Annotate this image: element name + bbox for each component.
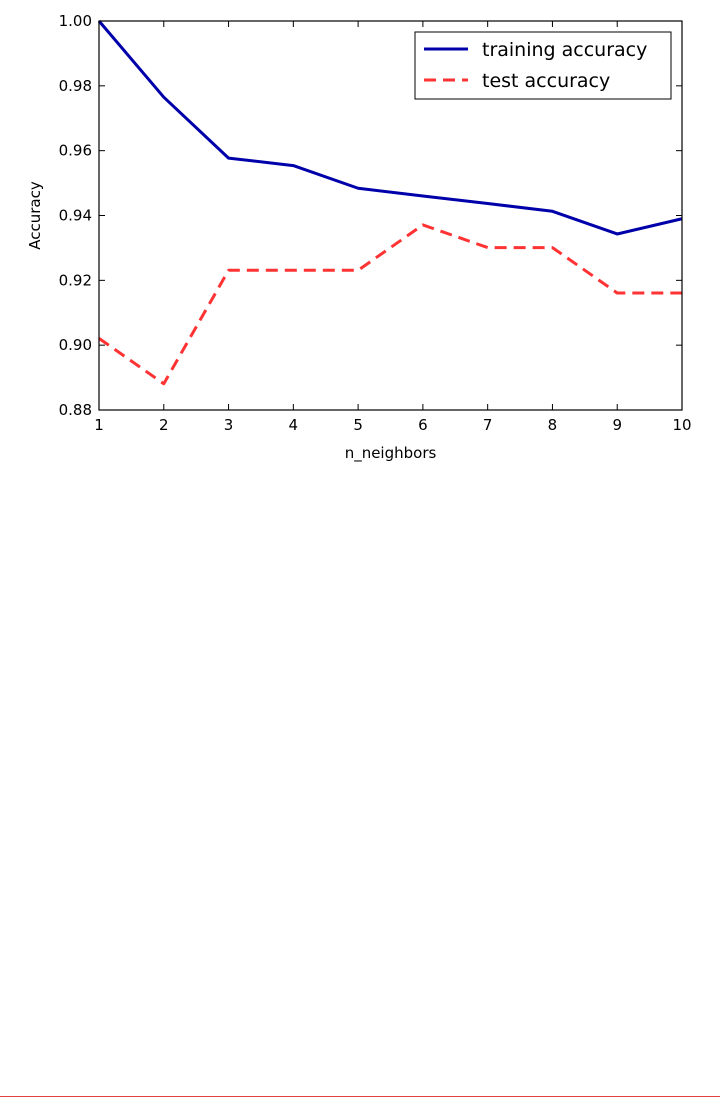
y-axis: 0.88 0.90 0.92 0.94 0.96 0.98 1.00 (59, 12, 682, 419)
x-tick-label: 7 (483, 416, 493, 434)
x-tick-label: 10 (672, 416, 691, 434)
page-bottom-rule (0, 1096, 720, 1097)
legend-label-training: training accuracy (482, 39, 647, 61)
y-tick-label: 0.90 (59, 336, 92, 354)
series-line-test (98, 223, 682, 386)
x-tick-label: 6 (418, 416, 428, 434)
x-tick-label: 8 (548, 416, 558, 434)
legend: training accuracy test accuracy (414, 31, 672, 100)
x-tick-label: 2 (159, 416, 169, 434)
y-tick-label: 0.98 (59, 77, 92, 95)
x-tick-label: 9 (612, 416, 622, 434)
series-line-training (97, 20, 683, 236)
x-tick-label: 5 (353, 416, 363, 434)
y-tick-label: 0.96 (59, 142, 92, 160)
x-axis-label: n_neighbors (345, 444, 437, 463)
x-tick-label: 1 (94, 416, 104, 434)
x-axis: 1 2 3 4 5 6 7 8 9 10 (94, 21, 692, 434)
plot-lines (97, 20, 683, 386)
legend-label-test: test accuracy (482, 70, 610, 92)
y-tick-label: 0.94 (59, 207, 92, 225)
line-chart: 1 2 3 4 5 6 7 8 9 10 0.88 0.90 0.92 0.94 0.96 0.98 1.00… (26, 12, 692, 463)
y-axis-label: Accuracy (26, 181, 44, 250)
legend-box (414, 31, 672, 100)
y-tick-label: 0.92 (59, 271, 92, 289)
y-tick-label: 0.88 (59, 401, 92, 419)
x-tick-label: 4 (289, 416, 299, 434)
y-tick-label: 1.00 (59, 12, 92, 30)
x-tick-label: 3 (224, 416, 234, 434)
